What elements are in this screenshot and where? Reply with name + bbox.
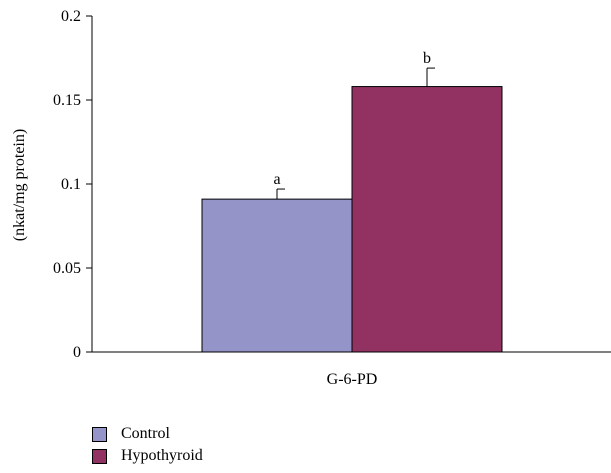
bar-hypothyroid: [351, 86, 503, 353]
bar-control: [201, 198, 353, 353]
legend-label-control: Control: [121, 425, 170, 442]
axes: 0 0.05 0.1 0.15 0.2: [53, 8, 611, 361]
legend-item-control: Control: [92, 423, 203, 445]
legend: Control Hypothyroid: [92, 423, 203, 467]
y-tick-label: 0.05: [53, 260, 81, 277]
significance-label-hypothyroid: b: [423, 50, 431, 67]
legend-swatch-control: [92, 426, 107, 442]
legend-item-hypothyroid: Hypothyroid: [92, 445, 203, 467]
y-tick-label: 0.15: [53, 92, 81, 109]
x-tick-label: G-6-PD: [327, 371, 378, 388]
y-tick-label: 0: [73, 344, 81, 361]
bars: [201, 67, 503, 353]
y-tick-label: 0.1: [61, 176, 81, 193]
legend-label-hypothyroid: Hypothyroid: [121, 447, 203, 464]
y-axis-label: (nkat/mg protein): [11, 129, 28, 241]
legend-swatch-hypothyroid: [92, 448, 107, 464]
significance-label-control: a: [273, 171, 280, 188]
y-tick-label: 0.2: [61, 8, 81, 25]
bar-chart: 00.050.10.150.2 ab (nkat/mg protein) G-6…: [11, 8, 611, 388]
labels: ab: [273, 50, 431, 188]
